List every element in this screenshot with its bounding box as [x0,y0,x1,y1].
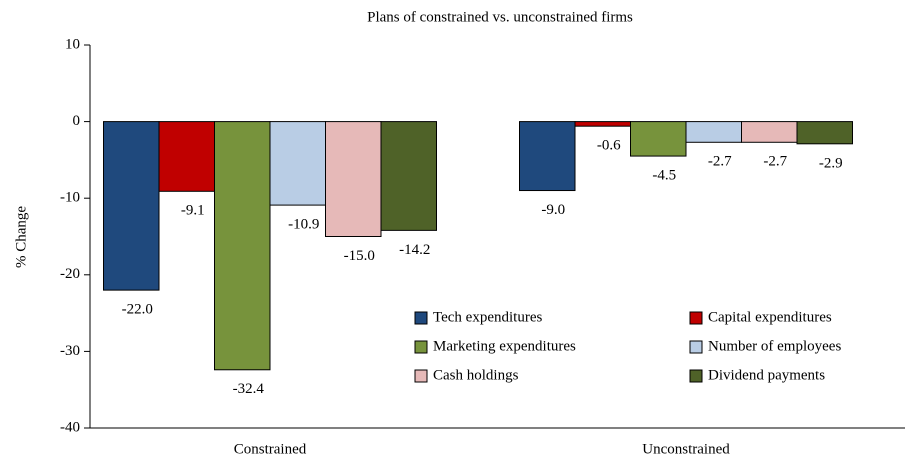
legend-label: Marketing expenditures [433,338,576,354]
value-label: -32.4 [233,381,265,397]
value-label: -14.2 [399,242,430,258]
chart-title: Plans of constrained vs. unconstrained f… [367,9,633,25]
legend-label: Capital expenditures [708,309,832,325]
legend-marker [414,369,428,383]
value-label: -2.7 [763,154,787,170]
bar [630,121,687,157]
bar [796,121,853,145]
legend-marker [414,340,428,354]
legend-marker [689,369,703,383]
x-tick-label: Unconstrained [642,441,730,457]
bar [380,121,437,231]
value-label: -4.5 [652,168,676,184]
legend-marker [689,311,703,325]
y-tick-label: -40 [60,419,80,435]
value-label: -2.7 [708,154,732,170]
value-label: -22.0 [122,302,153,318]
legend-marker [689,340,703,354]
legend-label: Cash holdings [433,367,519,383]
y-tick-label: -10 [60,190,80,206]
y-tick-label: 10 [65,36,80,52]
y-tick-label: -30 [60,343,80,359]
bar [103,121,160,291]
value-label: -9.1 [181,203,205,219]
value-label: -2.9 [819,155,843,171]
y-tick-label: 0 [73,113,81,129]
bar [158,121,215,192]
bar [325,121,382,237]
value-label: -10.9 [288,217,319,233]
bar [214,121,271,371]
value-label: -0.6 [597,138,621,154]
legend-label: Number of employees [708,338,841,354]
legend-label: Dividend payments [708,367,825,383]
value-label: -9.0 [541,202,565,218]
y-tick-label: -20 [60,266,80,282]
bar [519,121,576,192]
bar [741,121,798,143]
bar [574,121,631,127]
bar [685,121,742,143]
legend-label: Tech expenditures [433,309,542,325]
x-tick-label: Constrained [234,441,307,457]
bar [269,121,326,206]
legend-marker [414,311,428,325]
y-axis-label: % Change [13,206,29,268]
value-label: -15.0 [344,248,375,264]
